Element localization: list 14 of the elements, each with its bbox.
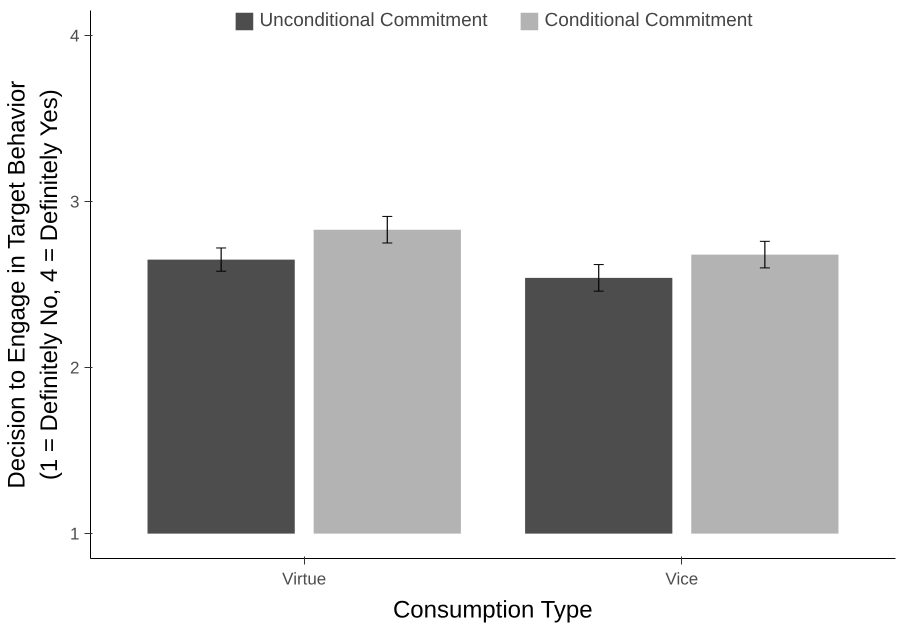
y-tick-label: 3 — [70, 192, 80, 212]
y-axis-title: Decision to Engage in Target Behavior (1 = Definitely No, 4 = Definitely Yes) — [4, 80, 64, 489]
legend-label: Conditional Commitment — [544, 10, 753, 32]
x-axis-title: Consumption Type — [392, 596, 593, 624]
y-tick-label: 1 — [70, 524, 80, 544]
x-tick-label: Virtue — [282, 570, 326, 588]
bar — [525, 278, 672, 534]
bar — [314, 230, 461, 534]
y-tick-label: 4 — [70, 26, 80, 46]
bar — [148, 260, 295, 534]
x-tick-label: Vice — [665, 570, 698, 588]
bar — [691, 254, 838, 534]
legend-label: Unconditional Commitment — [259, 10, 488, 32]
y-tick-label: 2 — [70, 358, 80, 378]
